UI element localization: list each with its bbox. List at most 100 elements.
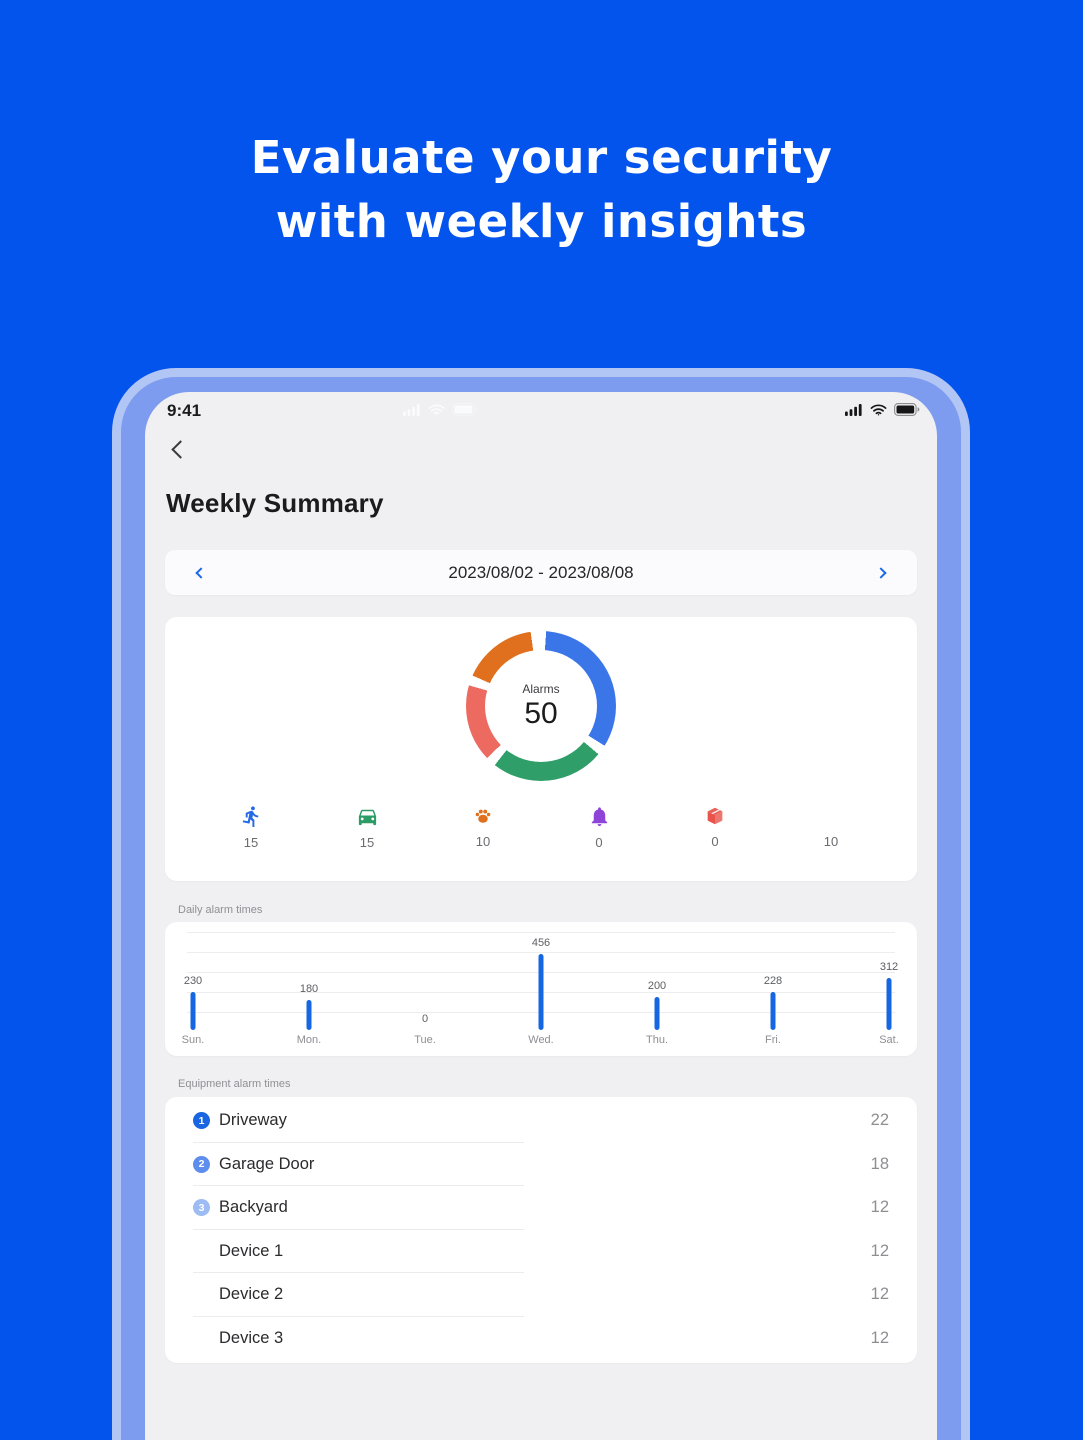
vehicle-icon [356,805,379,828]
device-screen: 9:41 Weekly Summary 2023/08/02 - 2023/08… [145,392,937,1440]
equipment-name: Device 1 [219,1241,284,1260]
equipment-row: Device 3 12 [165,1317,917,1361]
cellular-signal-icon [845,403,862,416]
daily-bar-value: 312 [879,961,899,973]
status-bar: 9:41 [145,392,937,432]
alarm-type-count: 0 [711,834,719,849]
daily-alarm-chart-card: 230 180 0 456 200 228 312 Sun. Mon. Tue.… [165,922,917,1056]
date-range-selector: 2023/08/02 - 2023/08/08 [165,550,917,595]
alarm-type-item: 0 [657,805,773,850]
alarm-types-row: 15 15 10 0 0 10 [193,805,889,850]
back-button[interactable] [165,436,195,466]
donut-center-label: Alarms [522,681,560,696]
chevron-left-icon [195,566,207,579]
status-icons-ghost [403,403,478,416]
hero-headline: Evaluate your security with weekly insig… [0,126,1083,254]
daily-bar-column: 0 [421,932,429,1030]
daily-bar [190,992,196,1030]
equipment-alarm-count: 12 [870,1328,889,1347]
equipment-alarm-count: 18 [870,1154,889,1173]
day-axis-label: Sat. [879,1034,899,1046]
bell-icon [588,805,611,828]
alarms-summary-card: Alarms 50 15 15 10 0 0 10 [165,617,917,881]
other-sphere-icon [820,805,842,827]
daily-bar-value: 0 [421,1013,429,1025]
daily-bar-chart: 230 180 0 456 200 228 312 [184,932,898,1030]
chevron-right-icon [875,566,887,579]
alarm-type-count: 10 [475,834,491,849]
wifi-icon [428,403,445,415]
equipment-alarm-count: 12 [870,1241,889,1260]
battery-icon [894,403,920,416]
equipment-alarm-count: 12 [870,1198,889,1217]
package-icon [704,805,726,827]
daily-chart-title: Daily alarm times [178,904,263,916]
daily-bar-column: 200 [648,932,666,1030]
alarm-type-count: 15 [243,835,259,850]
daily-bar-value: 230 [183,975,203,987]
daily-bar-value: 456 [531,937,551,949]
page-title: Weekly Summary [166,488,384,518]
daily-bar-column: 312 [880,932,898,1030]
alarm-type-count: 10 [823,834,839,849]
status-icons [845,403,920,416]
cellular-signal-icon [403,403,420,416]
clock-time: 9:41 [167,401,202,420]
paw-icon [472,805,494,827]
day-axis-label: Sun. [181,1034,205,1046]
previous-week-button[interactable] [189,561,213,585]
person-running-icon [240,805,263,828]
alarm-type-count: 0 [595,835,603,850]
equipment-name: Garage Door [219,1154,315,1173]
battery-icon [452,403,478,416]
equipment-name: Backyard [219,1198,288,1217]
daily-bar [306,1000,312,1030]
alarm-type-item: 15 [309,805,425,850]
day-axis-label: Mon. [296,1034,322,1046]
alarm-type-count: 15 [359,835,375,850]
equipment-name: Device 3 [219,1328,284,1347]
equipment-name: Device 2 [219,1285,284,1304]
equipment-row: 1 Driveway 22 [165,1099,917,1143]
rank-badge: 1 [193,1112,210,1130]
daily-bar-value: 200 [647,980,667,992]
rank-badge: 2 [193,1155,210,1173]
equipment-list-card: 1 Driveway 22 2 Garage Door 18 3 Backyar… [165,1097,917,1363]
wifi-icon [870,403,887,415]
equipment-alarm-count: 12 [870,1285,889,1304]
device-frame: 9:41 Weekly Summary 2023/08/02 - 2023/08… [112,368,970,1440]
day-axis-label: Tue. [414,1034,436,1046]
day-axis-label: Wed. [528,1034,554,1046]
equipment-row: 3 Backyard 12 [165,1186,917,1230]
chevron-left-icon [170,440,190,459]
donut-center-value: 50 [524,696,558,730]
rank-badge: 3 [193,1199,210,1217]
equipment-list-title: Equipment alarm times [178,1078,291,1090]
equipment-row: 2 Garage Door 18 [165,1143,917,1187]
equipment-alarm-count: 22 [870,1111,889,1130]
day-axis-label: Fri. [765,1034,781,1046]
alarm-type-item: 15 [193,805,309,850]
date-range-label: 2023/08/02 - 2023/08/08 [448,562,634,582]
daily-bar-column: 180 [300,932,318,1030]
daily-bar-column: 456 [532,932,550,1030]
alarm-type-item: 0 [541,805,657,850]
daily-bar-value: 228 [763,975,783,987]
daily-bar-column: 230 [184,932,202,1030]
alarms-donut-chart: Alarms 50 [466,631,616,781]
next-week-button[interactable] [869,561,893,585]
daily-bar [770,992,776,1030]
alarm-type-item: 10 [773,805,889,850]
daily-bar [886,978,892,1030]
daily-bar [654,997,660,1030]
equipment-name: Driveway [219,1111,287,1130]
hero-line-1: Evaluate your security [250,131,833,184]
day-axis-label: Thu. [645,1034,669,1046]
daily-bar [538,954,544,1030]
hero-line-2: with weekly insights [275,195,808,248]
donut-center: Alarms 50 [485,650,597,762]
alarm-type-item: 10 [425,805,541,850]
daily-bar-value: 180 [299,983,319,995]
equipment-row: Device 1 12 [165,1230,917,1274]
daily-bar-column: 228 [764,932,782,1030]
